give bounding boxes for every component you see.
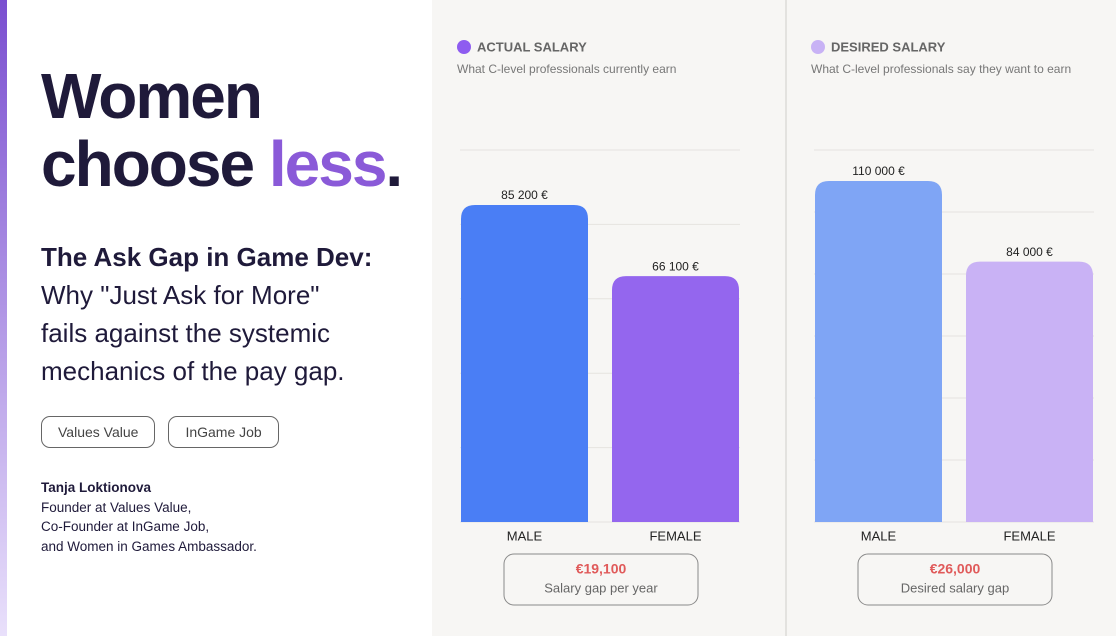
subtitle-line: fails against the systemic (41, 318, 331, 348)
author-line: Founder at Values Value, (41, 499, 192, 515)
gap-box (503, 553, 699, 606)
x-tick-label: MALE (507, 528, 543, 543)
gap-caption: Desired salary gap (901, 580, 1009, 595)
gap-value: €19,100 (576, 561, 627, 577)
headline-line: Women (41, 60, 263, 132)
subtitle-bold: The Ask Gap in Game Dev: (41, 242, 373, 272)
charts: ACTUAL SALARY What C-level professionals … (432, 0, 1116, 636)
subtitle-line: Why "Just Ask for More" (41, 280, 320, 310)
headline: Women choose less. (41, 62, 421, 198)
gap-caption: Salary gap per year (544, 580, 658, 595)
x-tick-label: FEMALE (1003, 528, 1055, 543)
subtitle-line: mechanics of the pay gap. (41, 356, 345, 386)
accent-strip (0, 0, 7, 636)
author: Tanja Loktionova Founder at Values Value… (41, 478, 421, 556)
subtitle: The Ask Gap in Game Dev: Why "Just Ask f… (41, 238, 421, 390)
value-label: 110 000 € (852, 164, 905, 178)
tag[interactable]: InGame Job (168, 416, 279, 448)
bar (612, 276, 739, 522)
intro: Women choose less. The Ask Gap in Game D… (41, 62, 421, 556)
value-label: 84 000 € (1006, 245, 1053, 259)
tag[interactable]: Values Value (41, 416, 156, 448)
tags: Values Value InGame Job (41, 416, 421, 448)
headline-line: choose less. (41, 130, 421, 198)
x-tick-label: FEMALE (649, 528, 701, 543)
legend-dot (457, 40, 471, 54)
headline-dot: . (385, 128, 403, 200)
chart-subtitle: What C-level professionals say they want… (811, 62, 1071, 76)
chart-subtitle: What C-level professionals currently ear… (457, 62, 676, 76)
bar (815, 181, 942, 522)
headline-highlight: less (268, 128, 388, 200)
author-line: and Women in Games Ambassador. (41, 538, 257, 554)
gap-value: €26,000 (930, 561, 981, 577)
bar (461, 205, 588, 522)
value-label: 85 200 € (501, 188, 548, 202)
headline-word: choose (41, 128, 255, 200)
value-label: 66 100 € (652, 259, 699, 273)
author-name: Tanja Loktionova (41, 480, 152, 495)
x-tick-label: MALE (861, 528, 897, 543)
author-line: Co-Founder at InGame Job, (41, 519, 210, 534)
gap-box (857, 553, 1053, 606)
legend-dot (811, 40, 825, 54)
bar (966, 261, 1093, 522)
chart-title: DESIRED SALARY (831, 39, 946, 54)
chart-title: ACTUAL SALARY (477, 39, 587, 54)
